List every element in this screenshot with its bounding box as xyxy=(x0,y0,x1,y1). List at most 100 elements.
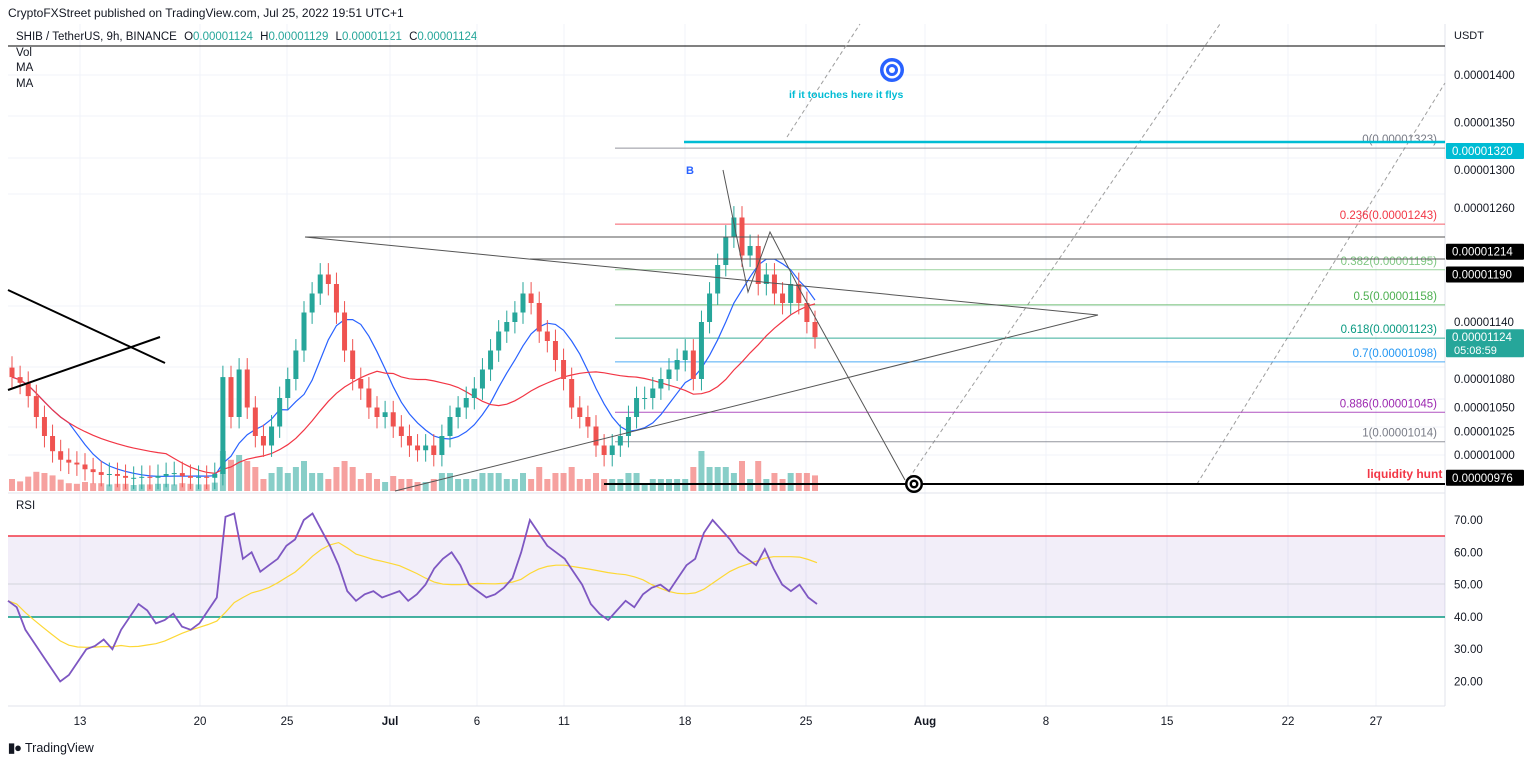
candle-body xyxy=(723,236,729,265)
candle-body xyxy=(155,475,161,478)
volume-bar xyxy=(593,473,599,491)
volume-bar xyxy=(787,473,794,491)
volume-bar xyxy=(528,479,535,491)
candle-body xyxy=(252,407,258,436)
volume-bar xyxy=(365,473,372,491)
candle-body xyxy=(293,350,299,379)
time-axis-ticks: 13 20 25 Jul 6 11 18 25 Aug 8 15 22 27 xyxy=(74,716,1383,728)
price-tick: 0.00001260 xyxy=(1454,203,1515,215)
candle-body xyxy=(731,217,737,237)
volume-bar xyxy=(268,473,275,491)
candle-body xyxy=(382,412,388,417)
candle-body xyxy=(488,350,494,370)
volume-bar xyxy=(357,479,364,491)
wave-label: B xyxy=(686,165,694,177)
rsi-tick: 60.00 xyxy=(1454,547,1483,559)
candle-body xyxy=(204,476,210,478)
volume-bar xyxy=(65,483,72,491)
volume-bar xyxy=(398,479,405,491)
candle-body xyxy=(220,377,226,474)
rsi-tick: 30.00 xyxy=(1454,644,1483,656)
time-tick: Jul xyxy=(382,716,399,728)
fib-label: 0(0.00001323) xyxy=(1362,134,1437,146)
price-tick: 0.00001050 xyxy=(1454,403,1515,415)
rsi-tick: 40.00 xyxy=(1454,612,1483,624)
price-tick: 0.00001080 xyxy=(1454,374,1515,386)
volume-bar xyxy=(722,467,729,491)
time-tick: Aug xyxy=(914,716,936,728)
candle-body xyxy=(260,436,266,446)
candle-body xyxy=(358,379,364,389)
candle-body xyxy=(552,341,558,360)
candle-body xyxy=(333,284,339,313)
volume-bar xyxy=(106,484,113,491)
indicator-ma-1[interactable]: MA xyxy=(16,62,34,74)
price-tag-box xyxy=(1446,469,1524,486)
candle-body xyxy=(390,412,396,427)
volume-bar xyxy=(520,473,526,491)
projection-path xyxy=(722,169,906,481)
volume-bar xyxy=(25,476,32,491)
candle-body xyxy=(114,474,120,476)
volume-bar xyxy=(471,479,478,491)
price-tag-box xyxy=(1446,243,1524,260)
price-tick: 0.00001300 xyxy=(1454,165,1515,177)
symbol-name: SHIB / TetherUS, 9h, BINANCE xyxy=(16,31,177,43)
volume-bar xyxy=(228,459,234,491)
volume-bar xyxy=(795,473,802,491)
candle-body xyxy=(90,469,96,473)
rsi-label[interactable]: RSI xyxy=(16,500,36,512)
candle-body xyxy=(423,445,429,451)
black-cross xyxy=(7,289,166,391)
volume-bar xyxy=(739,461,745,491)
price-tick: 0.00001350 xyxy=(1454,118,1515,130)
candle-body xyxy=(325,274,331,284)
volume-bar xyxy=(625,473,632,491)
candle-body xyxy=(25,382,31,397)
candle-body xyxy=(698,322,704,379)
candle-body xyxy=(625,417,631,436)
volume-bar xyxy=(536,467,543,491)
candle-body xyxy=(666,369,672,379)
candle-body xyxy=(674,360,680,370)
rsi-line xyxy=(7,512,818,683)
indicator-vol[interactable]: Vol xyxy=(16,47,32,59)
candle-body xyxy=(512,312,518,322)
candle-body xyxy=(496,331,502,351)
candle-body xyxy=(431,445,437,455)
candle-body xyxy=(398,426,404,436)
candle-body xyxy=(317,274,323,294)
volume-bar xyxy=(576,479,583,491)
candle-body xyxy=(74,462,80,465)
volume-bar xyxy=(544,479,551,491)
fib-label: 0.382(0.00001195) xyxy=(1341,256,1438,268)
price-tick: 0.00001140 xyxy=(1454,317,1514,329)
volume-bar xyxy=(57,479,64,491)
time-tick: 13 xyxy=(74,716,87,728)
candle-body xyxy=(569,379,575,408)
volume-bar xyxy=(73,483,80,491)
candle-body xyxy=(244,369,250,408)
candle-body xyxy=(179,473,185,476)
volume-bar xyxy=(374,479,380,491)
parallel-channel xyxy=(786,23,1446,485)
price-axis-ticks: 0.00001400 0.00001350 0.00001300 0.00001260… xyxy=(1454,70,1515,462)
liquidity-target-icon xyxy=(905,475,923,493)
candles xyxy=(9,206,818,490)
volume-bar xyxy=(430,479,437,491)
fib-label: 0.7(0.00001098) xyxy=(1353,348,1438,360)
ma-fast-line xyxy=(11,258,816,478)
channel-line-3 xyxy=(1196,82,1446,485)
candle-body xyxy=(658,379,664,389)
candle-body xyxy=(520,293,526,313)
chart-grid xyxy=(8,24,1445,706)
candle-body xyxy=(212,474,218,478)
time-tick: 8 xyxy=(1043,716,1049,728)
indicator-ma-2[interactable]: MA xyxy=(16,78,34,90)
candle-body xyxy=(33,396,39,417)
price-tag-text: 0.00001320 xyxy=(1452,146,1513,158)
volume-bar xyxy=(90,483,97,491)
liquidity-label: liquidity hunt xyxy=(1367,467,1443,481)
candle-body xyxy=(650,388,656,398)
